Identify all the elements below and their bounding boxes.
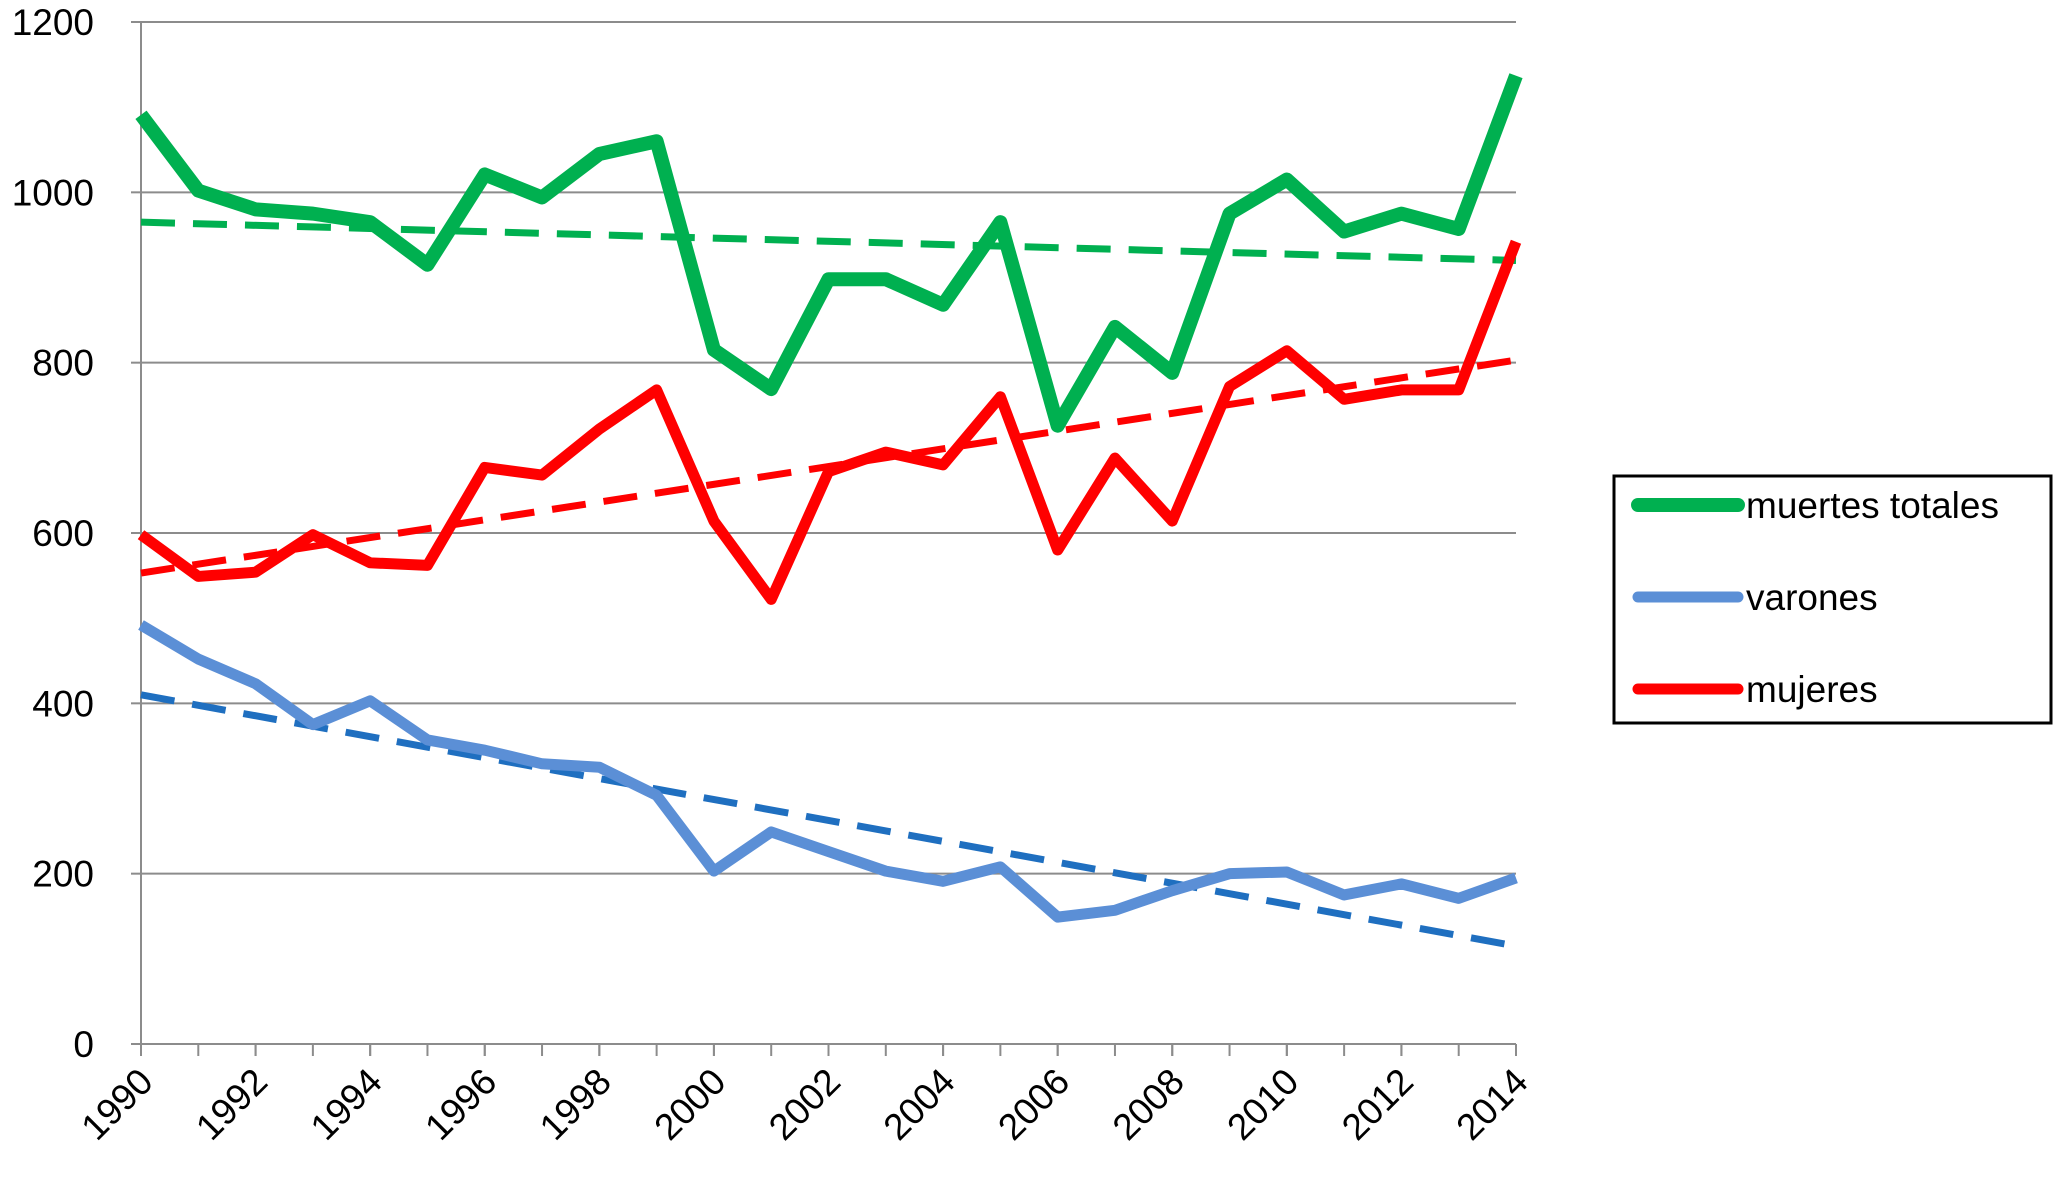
x-tick-label: 1996 — [417, 1061, 504, 1148]
series-line — [138, 620, 1518, 923]
y-tick-label: 800 — [32, 343, 94, 384]
x-tick-label: 2014 — [1448, 1061, 1535, 1148]
x-tick-label: 1992 — [188, 1061, 275, 1148]
y-tick-label: 400 — [32, 683, 94, 724]
x-tick-label: 1994 — [303, 1061, 390, 1148]
y-tick-label: 600 — [32, 513, 94, 554]
trend-line — [140, 218, 1517, 264]
legend-label: varones — [1746, 577, 1878, 618]
x-tick-label: 1998 — [532, 1061, 619, 1148]
legend-label: mujeres — [1746, 669, 1878, 710]
series-line — [135, 73, 1523, 433]
y-tick-label: 1200 — [12, 2, 94, 43]
x-tick-label: 2000 — [646, 1061, 733, 1148]
x-tick-label: 2002 — [761, 1061, 848, 1148]
series-line — [137, 239, 1522, 605]
y-tick-label: 1000 — [12, 172, 94, 213]
x-tick-label: 2010 — [1219, 1061, 1306, 1148]
y-tick-label: 200 — [32, 854, 94, 895]
x-tick-label: 2012 — [1334, 1061, 1421, 1148]
y-tick-label: 0 — [73, 1024, 94, 1065]
legend: muertes totales varones mujeres — [1612, 474, 2053, 725]
x-tick-label: 2004 — [876, 1061, 963, 1148]
legend-label: muertes totales — [1746, 485, 1999, 526]
x-tick-label: 2006 — [990, 1061, 1077, 1148]
trend-line — [140, 691, 1517, 950]
x-tick-label: 2008 — [1105, 1061, 1192, 1148]
x-tick-label: 1990 — [73, 1061, 160, 1148]
